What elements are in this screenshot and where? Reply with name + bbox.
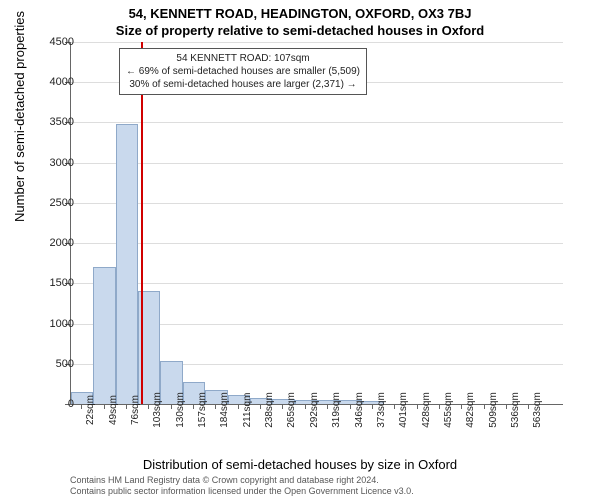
x-tick-label: 455sqm: [443, 392, 454, 428]
x-tick-mark: [193, 404, 194, 409]
x-tick-label: 319sqm: [331, 392, 342, 428]
y-tick-label: 4000: [30, 76, 74, 88]
x-tick-label: 103sqm: [152, 392, 163, 428]
y-tick-label: 4500: [30, 36, 74, 48]
x-tick-label: 536sqm: [510, 392, 521, 428]
y-axis-label: Number of semi-detached properties: [12, 11, 27, 222]
attribution-text: Contains HM Land Registry data © Crown c…: [70, 475, 414, 498]
y-tick-label: 500: [30, 358, 74, 370]
attribution-line: Contains public sector information licen…: [70, 486, 414, 497]
y-tick-label: 2500: [30, 197, 74, 209]
x-tick-label: 157sqm: [197, 392, 208, 428]
plot-area: 54 KENNETT ROAD: 107sqm ← 69% of semi-de…: [70, 42, 563, 405]
x-tick-label: 346sqm: [354, 392, 365, 428]
x-tick-mark: [372, 404, 373, 409]
x-tick-label: 184sqm: [219, 392, 230, 428]
x-tick-label: 482sqm: [465, 392, 476, 428]
x-tick-mark: [528, 404, 529, 409]
x-tick-mark: [506, 404, 507, 409]
x-tick-mark: [260, 404, 261, 409]
x-tick-label: 130sqm: [175, 392, 186, 428]
x-tick-label: 373sqm: [376, 392, 387, 428]
chart-subtitle: Size of property relative to semi-detach…: [0, 21, 600, 38]
y-tick-label: 3500: [30, 116, 74, 128]
x-tick-mark: [148, 404, 149, 409]
y-tick-label: 0: [30, 398, 74, 410]
x-tick-label: 265sqm: [286, 392, 297, 428]
x-tick-mark: [439, 404, 440, 409]
grid-line: [71, 42, 563, 43]
x-tick-label: 238sqm: [264, 392, 275, 428]
grid-line: [71, 163, 563, 164]
y-tick-label: 3000: [30, 157, 74, 169]
x-tick-label: 563sqm: [532, 392, 543, 428]
x-tick-mark: [215, 404, 216, 409]
x-tick-label: 428sqm: [421, 392, 432, 428]
x-tick-mark: [350, 404, 351, 409]
x-tick-mark: [282, 404, 283, 409]
y-tick-label: 2000: [30, 237, 74, 249]
grid-line: [71, 243, 563, 244]
annotation-callout: 54 KENNETT ROAD: 107sqm ← 69% of semi-de…: [119, 48, 367, 95]
grid-line: [71, 283, 563, 284]
x-tick-mark: [238, 404, 239, 409]
x-tick-label: 76sqm: [130, 395, 141, 425]
x-tick-mark: [171, 404, 172, 409]
x-tick-label: 22sqm: [85, 395, 96, 425]
x-tick-mark: [394, 404, 395, 409]
x-tick-mark: [484, 404, 485, 409]
histogram-bar: [93, 267, 115, 404]
histogram-bar: [116, 124, 138, 404]
grid-line: [71, 203, 563, 204]
x-tick-label: 292sqm: [309, 392, 320, 428]
x-tick-label: 211sqm: [242, 393, 253, 428]
x-tick-label: 401sqm: [398, 392, 409, 428]
x-tick-mark: [305, 404, 306, 409]
x-axis-label: Distribution of semi-detached houses by …: [0, 457, 600, 472]
x-tick-label: 509sqm: [488, 392, 499, 428]
y-tick-label: 1000: [30, 318, 74, 330]
callout-line: ← 69% of semi-detached houses are smalle…: [126, 65, 360, 78]
grid-line: [71, 122, 563, 123]
callout-line: 30% of semi-detached houses are larger (…: [126, 78, 360, 91]
x-tick-mark: [104, 404, 105, 409]
attribution-line: Contains HM Land Registry data © Crown c…: [70, 475, 414, 486]
x-tick-mark: [461, 404, 462, 409]
x-tick-mark: [126, 404, 127, 409]
chart-title: 54, KENNETT ROAD, HEADINGTON, OXFORD, OX…: [0, 0, 600, 21]
x-tick-mark: [417, 404, 418, 409]
chart-container: 54, KENNETT ROAD, HEADINGTON, OXFORD, OX…: [0, 0, 600, 500]
marker-line: [141, 42, 143, 404]
x-tick-mark: [81, 404, 82, 409]
x-tick-label: 49sqm: [108, 395, 119, 425]
callout-line: 54 KENNETT ROAD: 107sqm: [126, 52, 360, 65]
y-tick-label: 1500: [30, 277, 74, 289]
x-tick-mark: [327, 404, 328, 409]
